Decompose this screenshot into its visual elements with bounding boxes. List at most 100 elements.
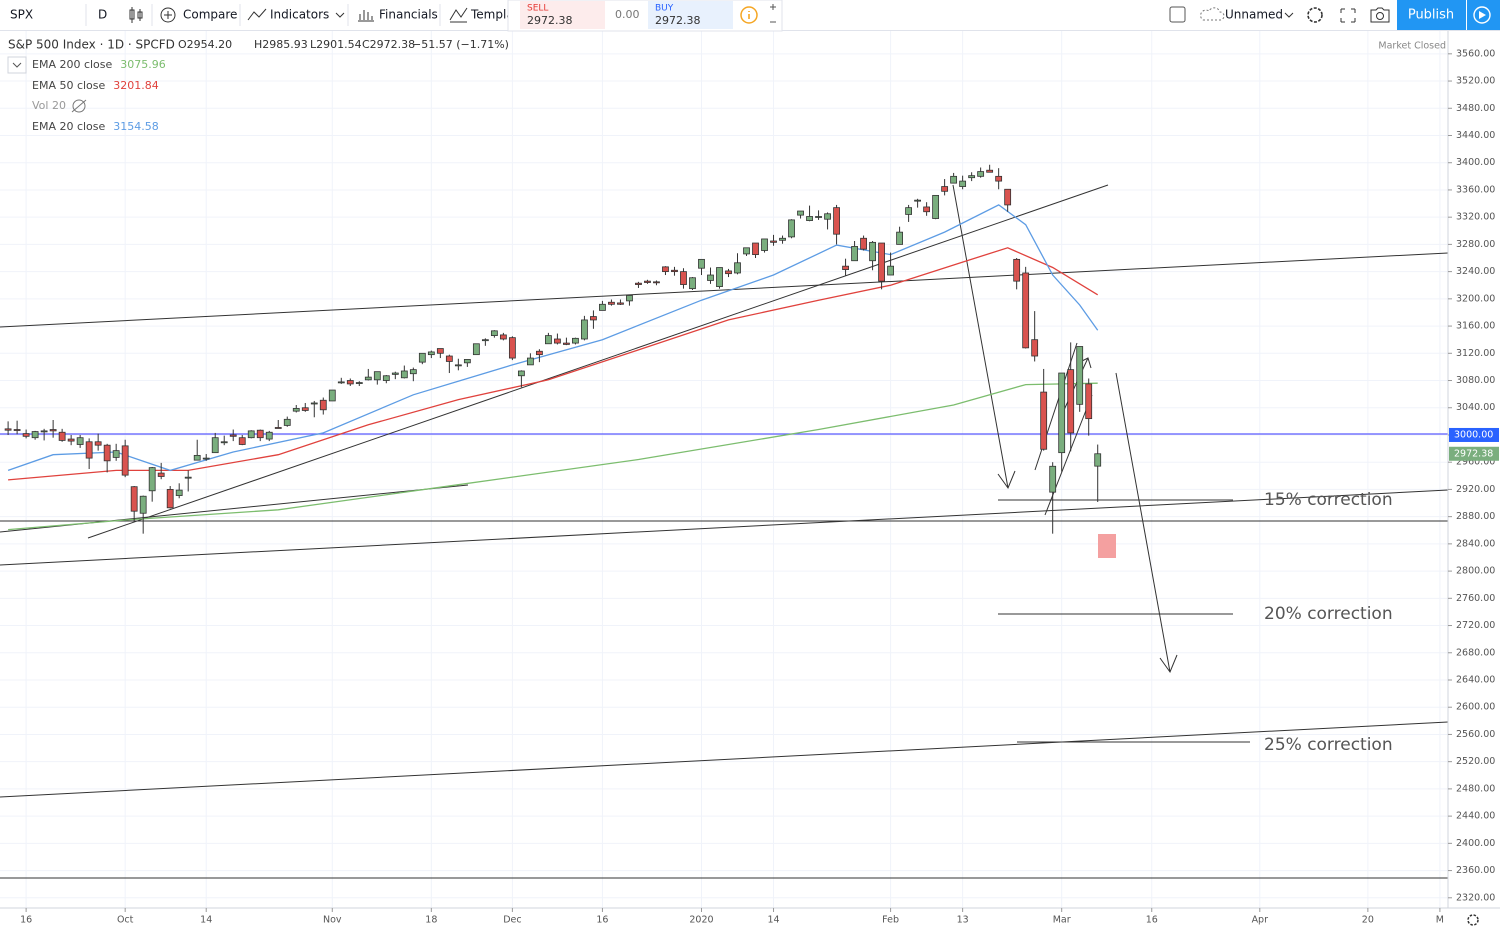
candle-body — [554, 338, 561, 344]
sell-price: 2972.38 — [527, 14, 573, 27]
indicator-name: EMA 200 close — [32, 58, 113, 71]
candle-body — [103, 444, 111, 462]
candle-body — [49, 429, 57, 432]
candle-body — [283, 418, 291, 426]
x-tick-label: Feb — [882, 915, 899, 926]
candle-body — [94, 441, 102, 446]
sell-box[interactable] — [520, 1, 605, 29]
hidden-icon[interactable] — [71, 99, 87, 113]
collapse-button[interactable] — [7, 56, 27, 74]
compare-icon[interactable] — [160, 7, 176, 23]
y-tick-label: 2720.00 — [1456, 620, 1495, 631]
buy-label: BUY — [655, 4, 674, 14]
x-tick-label: 18 — [425, 915, 437, 926]
y-tick-label: 2360.00 — [1456, 865, 1495, 876]
buy-price: 2972.38 — [655, 14, 701, 27]
indicators-button[interactable]: Indicators — [270, 8, 329, 22]
candle-body — [914, 199, 922, 202]
arrow — [1115, 372, 1178, 674]
candle-body — [40, 430, 48, 433]
candle-body — [319, 399, 327, 411]
x-tick-label: Apr — [1252, 915, 1269, 926]
chart-type-icon[interactable] — [129, 7, 143, 23]
symbol-title: S&P 500 Index · 1D · SPCFD — [8, 38, 175, 52]
candle-body — [815, 216, 822, 218]
candle-body — [671, 269, 678, 273]
candle-body — [337, 381, 345, 384]
compare-button[interactable]: Compare — [183, 8, 237, 22]
candle-body — [184, 476, 192, 479]
chevron[interactable] — [1284, 12, 1294, 18]
y-tick-label: 2560.00 — [1456, 729, 1495, 740]
candle-body — [121, 445, 129, 476]
x-tick-label: 13 — [957, 915, 969, 926]
candle-body — [130, 486, 138, 512]
price-badge-label: 3000.00 — [1454, 429, 1493, 440]
candle-body — [626, 295, 633, 302]
settings-icon[interactable] — [1307, 7, 1323, 23]
symbol[interactable]: SPX — [10, 8, 33, 22]
fullscreen-icon[interactable] — [1340, 8, 1356, 23]
interval[interactable]: D — [98, 8, 107, 22]
candle-body — [391, 372, 399, 375]
templates-icon[interactable] — [449, 7, 468, 23]
sell-label: SELL — [527, 4, 548, 14]
candle-body — [265, 431, 273, 440]
price-change: −51.57 (−1.71%) — [412, 38, 509, 51]
y-tick-label: 2960.00 — [1456, 457, 1495, 468]
chevron[interactable] — [335, 12, 345, 18]
candle-body — [310, 402, 318, 405]
candle-body — [1004, 188, 1012, 206]
candle-body — [1022, 272, 1030, 349]
candle-body — [382, 375, 390, 381]
financials-icon[interactable] — [358, 10, 374, 22]
axes: 3560.00 3520.00 3480.00 3440.00 3400.00 3360.… — [20, 48, 1499, 926]
candle-body — [797, 210, 804, 216]
screenshot-icon[interactable] — [1370, 7, 1390, 23]
candle-body — [545, 335, 552, 345]
candle-body — [608, 301, 615, 305]
candle-body — [590, 316, 597, 321]
candle-body — [481, 339, 489, 342]
y-tick-label: 3200.00 — [1456, 293, 1495, 304]
price-badge — [1449, 446, 1499, 461]
y-tick-label: 3280.00 — [1456, 239, 1495, 250]
axis-settings[interactable] — [1467, 914, 1479, 926]
candle-body — [1049, 465, 1057, 493]
market-status: Market Closed — [1378, 41, 1446, 52]
candle-body — [932, 194, 940, 219]
y-tick-label: 2440.00 — [1456, 811, 1495, 822]
candle-body — [274, 427, 282, 429]
candle-body — [256, 429, 264, 439]
info-icon[interactable] — [740, 6, 758, 24]
y-tick-label: 3040.00 — [1456, 402, 1495, 413]
candle-body — [563, 342, 570, 345]
candle-body — [851, 246, 858, 262]
templates-button[interactable]: Templa — [470, 8, 514, 22]
grid — [0, 30, 1448, 908]
candle-body — [977, 171, 985, 177]
buy-box[interactable] — [648, 1, 733, 29]
publish-button[interactable] — [1397, 0, 1466, 30]
ema-line — [8, 247, 1099, 481]
candle-body — [770, 240, 777, 243]
ohlc-value: O2954.20 — [178, 38, 232, 51]
stepper[interactable] — [770, 4, 776, 23]
plot — [4, 164, 1102, 534]
layout-name[interactable]: Unnamed — [1225, 8, 1283, 22]
play — [1479, 11, 1486, 19]
candle-body — [139, 495, 147, 514]
candle-body — [292, 408, 300, 412]
candle-body — [427, 351, 435, 356]
select-icon[interactable] — [1169, 6, 1186, 23]
candle-body — [4, 428, 12, 431]
candle-body — [806, 216, 813, 221]
candle-body — [1076, 346, 1084, 405]
candle-body — [13, 429, 21, 431]
candle-body — [445, 355, 453, 362]
indicators-icon[interactable] — [247, 8, 267, 21]
x-tick-label: Oct — [117, 915, 134, 926]
trend-line — [0, 721, 1449, 798]
financials-button[interactable]: Financials — [379, 8, 438, 22]
indicator-name: EMA 50 close — [32, 79, 106, 92]
